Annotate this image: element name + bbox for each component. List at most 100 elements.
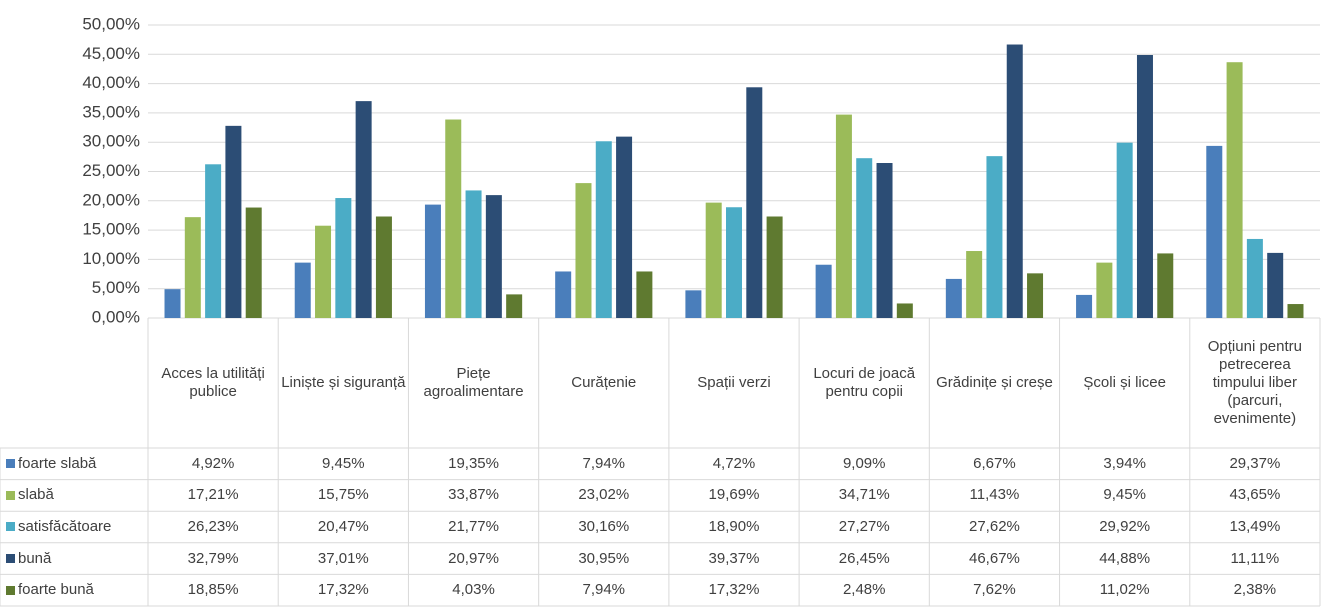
category-label: Spații verzi [697, 374, 771, 391]
data-cell: 46,67% [969, 549, 1020, 567]
bar [595, 141, 612, 318]
bar [1267, 252, 1284, 318]
data-cell: 17,21% [187, 486, 239, 504]
bar [575, 183, 592, 318]
data-cell: 29,37% [1229, 454, 1281, 472]
y-tick-label: 35,00% [82, 102, 140, 121]
legend-entry: slabă [0, 480, 148, 512]
data-cell: 3,94% [1103, 454, 1146, 472]
category-label: Școli și licee [1083, 374, 1166, 391]
data-cell: 6,67% [973, 454, 1016, 472]
y-tick-label: 5,00% [92, 278, 140, 297]
data-cell: 2,38% [1233, 581, 1277, 599]
bar [876, 163, 893, 318]
bar [465, 190, 482, 318]
bar [726, 207, 742, 318]
bar [815, 264, 832, 318]
legend-entry: foarte slabă [0, 448, 148, 480]
bar [986, 156, 1003, 318]
legend-entry: bună [0, 543, 148, 575]
y-tick-label: 40,00% [82, 73, 140, 92]
bar [294, 262, 311, 318]
bar [1287, 304, 1304, 318]
data-cell: 9,09% [842, 454, 886, 472]
category-label: Grădinițe și creșe [936, 374, 1053, 391]
bar [685, 290, 702, 318]
bar [1206, 145, 1223, 318]
bar [506, 294, 523, 318]
data-cell: 17,32% [708, 581, 760, 599]
bar [335, 198, 352, 318]
data-cell: 20,97% [448, 549, 499, 567]
data-cell: 29,92% [1099, 517, 1151, 535]
legend-label: foarte slabă [18, 454, 97, 472]
data-cell: 18,90% [708, 517, 760, 535]
legend-swatch [6, 490, 15, 500]
legend-swatch [6, 585, 15, 595]
bar [746, 87, 763, 318]
category-label: Curățenie [571, 374, 637, 391]
bar [1157, 253, 1174, 318]
data-cell: 2,48% [842, 581, 886, 599]
data-cell: 33,87% [448, 486, 499, 504]
y-tick-label: 20,00% [82, 190, 140, 209]
data-cell: 9,45% [322, 454, 365, 472]
category-label: Piețe agroalimentare [423, 365, 524, 400]
data-cell: 15,75% [317, 486, 369, 504]
data-cell: 39,37% [708, 549, 760, 567]
bar [1226, 62, 1243, 318]
bar [355, 101, 372, 318]
bar [1116, 142, 1133, 318]
y-tick-label: 30,00% [82, 132, 140, 151]
data-cell: 23,02% [578, 486, 630, 504]
data-cell: 30,95% [578, 549, 630, 567]
bar [245, 207, 262, 318]
bar [966, 251, 983, 318]
y-tick-label: 0,00% [92, 307, 140, 326]
data-cell: 19,69% [708, 486, 760, 504]
y-tick-label: 50,00% [82, 14, 140, 33]
data-cell: 32,79% [187, 549, 239, 567]
bar [424, 204, 441, 318]
category-label: Liniște și siguranță [281, 374, 406, 391]
legend-swatch [6, 522, 15, 532]
bar [1027, 273, 1044, 318]
data-cell: 11,11% [1230, 549, 1280, 567]
y-tick-label: 15,00% [82, 220, 140, 239]
legend-swatch [6, 459, 15, 469]
bar [766, 216, 783, 318]
bar [555, 271, 572, 318]
bar [616, 136, 633, 318]
data-cell: 4,03% [452, 581, 495, 599]
bar [896, 303, 913, 318]
bar [445, 119, 462, 319]
legend-label: slabă [18, 486, 54, 504]
legend-entry: foarte bună [0, 574, 148, 606]
bar [835, 114, 852, 319]
data-cell: 43,65% [1229, 486, 1281, 504]
data-cell: 17,32% [317, 581, 369, 599]
data-cell: 44,88% [1099, 549, 1151, 567]
data-cell: 20,47% [317, 517, 369, 535]
legend-label: bună [18, 549, 52, 567]
data-cell: 30,16% [578, 517, 630, 535]
data-cell: 7,94% [582, 454, 626, 472]
legend-label: satisfăcătoare [18, 517, 112, 535]
data-cell: 7,62% [973, 581, 1016, 599]
data-cell: 4,92% [191, 454, 235, 472]
bar [375, 216, 392, 318]
category-label: Opțiuni pentru petrecerea timpului liber… [1207, 338, 1302, 427]
bar [1006, 44, 1023, 319]
data-cell: 11,43% [969, 486, 1020, 504]
bar [184, 217, 201, 318]
y-tick-label: 25,00% [82, 161, 140, 180]
bar [1096, 262, 1113, 318]
data-cell: 7,94% [582, 581, 626, 599]
data-cell: 9,45% [1103, 486, 1146, 504]
bar [705, 202, 722, 318]
category-label: Locuri de joacă pentru copii [813, 365, 916, 400]
data-cell: 26,45% [838, 549, 890, 567]
data-cell: 34,71% [838, 486, 890, 504]
